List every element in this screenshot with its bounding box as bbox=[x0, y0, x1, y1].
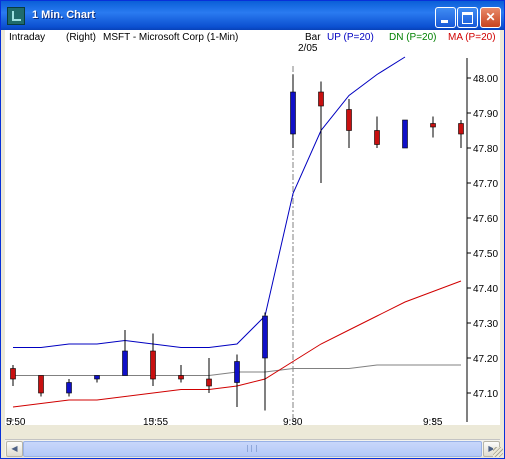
y-tick-label: 47.30 bbox=[473, 319, 498, 330]
symbol-label: MSFT - Microsoft Corp (1-Min) bbox=[103, 32, 239, 43]
y-tick-label: 47.20 bbox=[473, 354, 498, 365]
up-indicator-label: UP (P=20) bbox=[327, 32, 374, 43]
candle-body bbox=[458, 123, 464, 135]
candle-body bbox=[122, 350, 128, 376]
candle-body bbox=[206, 378, 212, 387]
x-tick-label: 9:30 bbox=[283, 417, 303, 425]
bar-label: Bar bbox=[305, 32, 321, 43]
y-tick-label: 47.50 bbox=[473, 249, 498, 260]
candle-body bbox=[94, 375, 100, 380]
close-icon: ✕ bbox=[485, 10, 496, 24]
candle-body bbox=[430, 123, 436, 128]
x-tick-label: 5:50 bbox=[6, 417, 26, 425]
close-button[interactable]: ✕ bbox=[480, 7, 501, 28]
y-tick-label: 47.90 bbox=[473, 109, 498, 120]
candle-body bbox=[150, 350, 156, 380]
y-tick-label: 47.40 bbox=[473, 284, 498, 295]
y-tick-label: 47.80 bbox=[473, 144, 498, 155]
maximize-button[interactable] bbox=[457, 7, 478, 28]
ma-indicator-label: MA (P=20) bbox=[448, 32, 496, 43]
y-tick-label: 47.70 bbox=[473, 179, 498, 190]
candle-body bbox=[402, 119, 408, 149]
horizontal-scrollbar[interactable]: ◀ ▶ bbox=[5, 439, 500, 457]
window-title: 1 Min. Chart bbox=[32, 9, 95, 21]
maximize-icon bbox=[462, 12, 473, 24]
title-bar[interactable]: 1 Min. Chart ✕ bbox=[1, 1, 504, 30]
y-tick-label: 47.60 bbox=[473, 214, 498, 225]
axis-side-label: (Right) bbox=[66, 32, 97, 43]
y-tick-label: 48.00 bbox=[473, 74, 498, 85]
candle-body bbox=[346, 109, 352, 131]
scroll-left-button[interactable]: ◀ bbox=[6, 441, 23, 457]
interval-label: Intraday bbox=[9, 32, 46, 43]
x-tick-label: 9:35 bbox=[423, 417, 443, 425]
dn-indicator-label: DN (P=20) bbox=[389, 32, 437, 43]
minimize-icon bbox=[441, 20, 448, 23]
candle-body bbox=[290, 91, 296, 135]
bar-date-label: 2/05 bbox=[298, 43, 318, 54]
candle-body bbox=[178, 375, 184, 380]
y-tick-label: 47.10 bbox=[473, 389, 498, 400]
chart-area[interactable]: 48.00 47.90 47.80 47.70 47.60 47.50 47.40 47.30… bbox=[5, 30, 500, 425]
chart-app-icon[interactable] bbox=[7, 7, 25, 25]
price-chart[interactable]: 48.00 47.90 47.80 47.70 47.60 47.50 47.40 47.30… bbox=[5, 30, 500, 425]
candle-body bbox=[318, 91, 324, 107]
candle-body bbox=[66, 382, 72, 394]
candle-body bbox=[374, 130, 380, 145]
minimize-button[interactable] bbox=[435, 7, 456, 28]
candle-body bbox=[234, 361, 240, 383]
candle-body bbox=[38, 375, 44, 394]
scroll-thumb[interactable] bbox=[23, 441, 482, 457]
grip-icon bbox=[247, 445, 257, 452]
candle-body bbox=[10, 368, 16, 380]
resize-grip-icon[interactable] bbox=[493, 447, 503, 457]
x-tick-label: 15:55 bbox=[143, 417, 168, 425]
up-band-line bbox=[13, 56, 406, 348]
candle-body bbox=[262, 315, 268, 359]
